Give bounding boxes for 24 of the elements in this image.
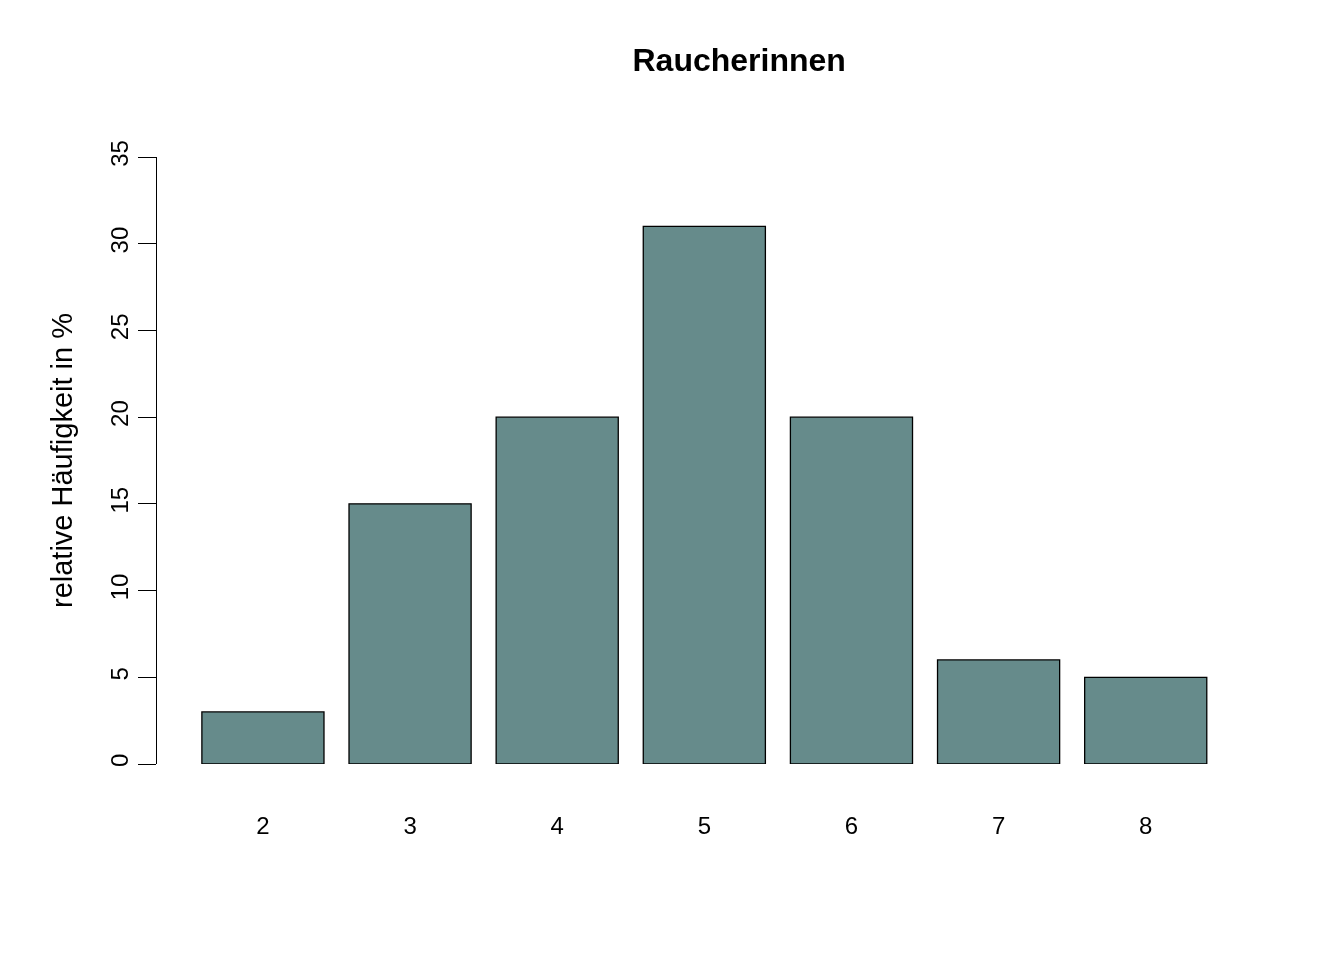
bar [789, 416, 914, 764]
x-tick-label: 6 [844, 812, 859, 839]
bar [1084, 676, 1208, 764]
y-tick-label: 0 [106, 753, 134, 768]
y-tick-label: 10 [106, 573, 134, 601]
bar [201, 711, 325, 764]
x-tick-label: 4 [550, 812, 564, 839]
bar [936, 659, 1061, 764]
y-axis-title: relative Häufigkeit in % [45, 313, 78, 608]
bar [348, 503, 472, 764]
y-tick-label: 25 [106, 313, 134, 341]
x-tick-label: 2 [256, 812, 270, 839]
y-tick-label: 15 [106, 486, 134, 514]
y-tick-label: 35 [106, 140, 134, 167]
y-tick-label: 5 [106, 667, 134, 681]
x-tick-label: 8 [1139, 812, 1153, 839]
x-tick-label: 3 [403, 812, 417, 839]
bar [495, 416, 619, 764]
chart-title: Raucherinnen [632, 42, 846, 79]
x-tick-label: 7 [991, 812, 1006, 839]
y-tick-label: 30 [106, 226, 134, 254]
bar [642, 225, 767, 764]
x-tick-label: 5 [697, 812, 712, 839]
y-tick-label: 20 [106, 400, 134, 427]
